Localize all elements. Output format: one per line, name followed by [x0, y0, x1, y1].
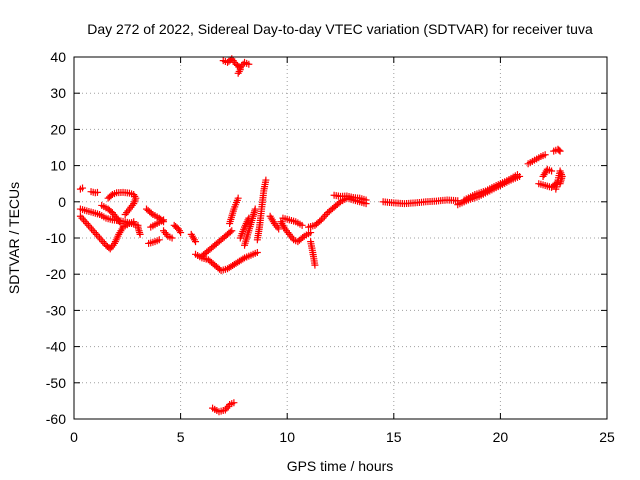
data-point [556, 147, 564, 155]
data-point [107, 192, 115, 200]
data-point [192, 238, 200, 246]
y-tick-label: -10 [46, 230, 66, 246]
data-point [556, 180, 564, 188]
data-point [216, 265, 224, 273]
data-point [81, 218, 89, 226]
data-point [307, 229, 315, 237]
data-point [84, 221, 92, 229]
data-point [121, 210, 129, 218]
x-tick-label: 15 [386, 429, 402, 445]
x-tick-label: 0 [70, 429, 78, 445]
y-tick-label: -20 [46, 266, 66, 282]
data-point [253, 248, 261, 256]
data-point [548, 167, 556, 175]
y-tick-label: 20 [50, 121, 66, 137]
data-point [555, 146, 563, 154]
data-point [89, 227, 97, 235]
data-point [322, 210, 330, 218]
y-tick-label: 30 [50, 85, 66, 101]
data-point [541, 151, 549, 159]
x-tick-labels: 0 5 10 15 20 25 [70, 429, 615, 445]
x-axis-label: GPS time / hours [287, 458, 394, 474]
y-tick-label: -40 [46, 339, 66, 355]
axis-ticks [73, 56, 608, 420]
data-point [97, 236, 105, 244]
data-point [245, 60, 253, 68]
x-tick-label: 10 [279, 429, 295, 445]
data-point [117, 220, 125, 228]
y-tick-label: -60 [46, 411, 66, 427]
data-point [230, 399, 238, 407]
plot-frame [73, 56, 608, 420]
data-point [226, 228, 234, 236]
data-point [155, 236, 163, 244]
data-point [251, 205, 259, 213]
grid-lines [74, 57, 607, 419]
data-point [83, 220, 91, 228]
data-points [76, 55, 566, 416]
data-point [177, 229, 185, 237]
data-point [316, 217, 324, 225]
y-tick-label: 0 [58, 194, 66, 210]
data-point [275, 225, 283, 233]
data-point [168, 234, 176, 242]
data-point [362, 196, 370, 204]
data-point [76, 212, 84, 220]
chart-title: Day 272 of 2022, Sidereal Day-to-day VTE… [87, 21, 593, 37]
data-point [78, 214, 86, 222]
y-axis-label: SDTVAR / TECUs [6, 182, 22, 294]
data-point [513, 171, 521, 179]
y-tick-labels: 40 30 20 10 0 -10 -20 -30 -40 -50 -60 [46, 49, 66, 427]
data-point [311, 261, 319, 269]
data-point [299, 234, 307, 242]
data-point [160, 216, 168, 224]
data-point [262, 176, 270, 184]
x-tick-label: 20 [493, 429, 509, 445]
data-point [239, 255, 247, 263]
data-point [92, 230, 100, 238]
data-point [94, 232, 102, 240]
data-point [99, 238, 107, 246]
data-point [335, 199, 343, 207]
y-tick-label: -30 [46, 302, 66, 318]
data-point [80, 216, 88, 224]
x-tick-label: 5 [177, 429, 185, 445]
data-point [234, 194, 242, 202]
data-point [93, 188, 101, 196]
data-point [96, 234, 104, 242]
data-point [319, 214, 327, 222]
data-point [136, 230, 144, 238]
data-point [298, 221, 306, 229]
y-tick-label: 40 [50, 49, 66, 65]
data-point [147, 209, 155, 217]
y-tick-label: 10 [50, 158, 66, 174]
y-tick-label: -50 [46, 375, 66, 391]
data-point [91, 229, 99, 237]
x-tick-label: 25 [599, 429, 615, 445]
data-point [88, 225, 96, 233]
data-point [236, 66, 244, 74]
data-point [321, 212, 329, 220]
data-point [79, 184, 87, 192]
data-point [86, 223, 94, 231]
data-point [228, 227, 236, 235]
